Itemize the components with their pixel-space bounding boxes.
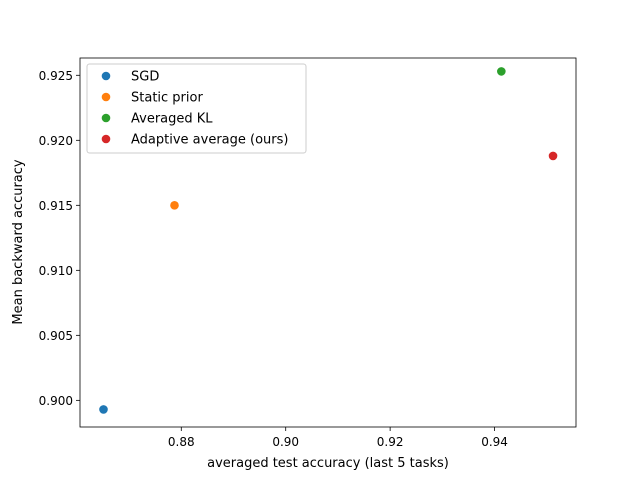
x-tick-label: 0.88 [168, 435, 195, 449]
x-axis-label: averaged test accuracy (last 5 tasks) [207, 456, 449, 471]
y-tick-label: 0.910 [39, 264, 73, 278]
legend-label: Static prior [131, 91, 203, 106]
y-tick-label: 0.920 [39, 134, 73, 148]
legend-marker [101, 92, 111, 102]
data-point [548, 151, 558, 161]
legend: SGD Static prior Averaged KL Adaptive avera… [86, 63, 307, 154]
x-tick-label: 0.90 [272, 435, 299, 449]
x-tick-label: 0.92 [377, 435, 404, 449]
data-points [99, 67, 558, 414]
data-point [170, 201, 179, 210]
legend-marker [101, 113, 111, 123]
legend-box [86, 63, 307, 154]
y-tick-label: 0.915 [39, 199, 73, 213]
y-axis-ticks: 0.900 0.905 0.910 0.915 0.920 0.925 [39, 69, 80, 408]
legend-label: SGD [131, 70, 159, 85]
legend-label: Adaptive average (ours) [131, 133, 288, 148]
x-axis-ticks: 0.88 0.90 0.92 0.94 [168, 427, 508, 449]
legend-marker [101, 134, 111, 144]
legend-label: Averaged KL [131, 112, 213, 127]
y-tick-label: 0.905 [39, 329, 73, 343]
data-point [99, 405, 108, 414]
x-tick-label: 0.94 [481, 435, 508, 449]
plot-frame [79, 57, 577, 428]
y-tick-label: 0.900 [39, 394, 73, 408]
y-axis-label: Mean backward accuracy [11, 159, 26, 325]
y-tick-label: 0.925 [39, 69, 73, 83]
legend-marker [101, 71, 111, 81]
data-point [497, 67, 506, 76]
